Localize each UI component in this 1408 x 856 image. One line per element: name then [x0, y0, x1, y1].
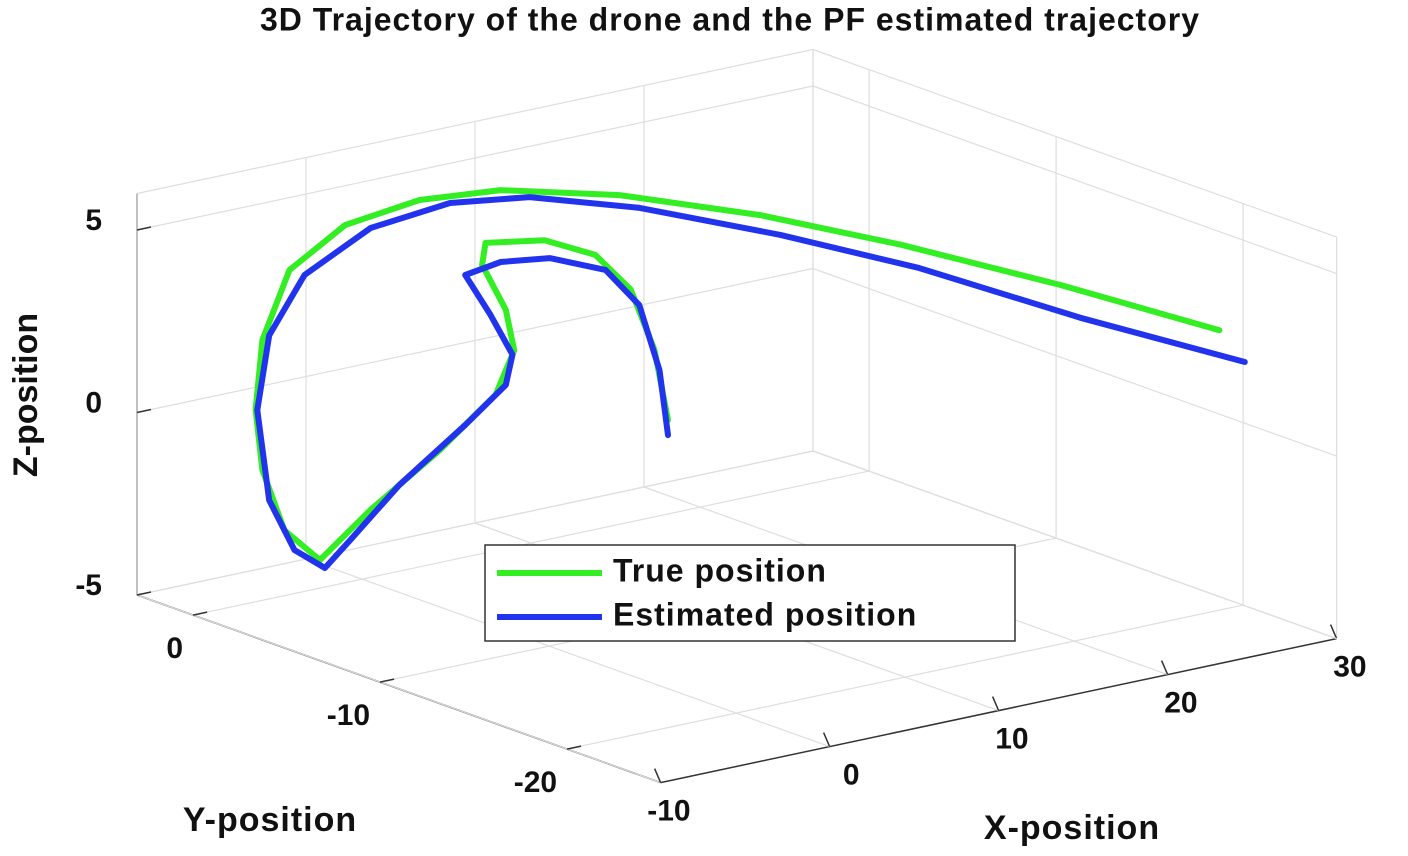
legend-label: Estimated position	[613, 596, 917, 632]
x-tick-label: 10	[995, 723, 1028, 756]
z-tick	[136, 591, 152, 596]
x-tick-label: 20	[1164, 687, 1197, 720]
legend: True position Estimated position	[484, 544, 1016, 642]
grid-line	[305, 558, 830, 748]
grid-line	[136, 450, 814, 596]
x-tick-label: 30	[1333, 651, 1366, 684]
x-tick	[822, 732, 831, 747]
x-tick	[991, 696, 1000, 711]
legend-box	[484, 544, 1016, 642]
legend-label: True position	[613, 552, 827, 588]
box-edge	[812, 48, 1337, 238]
y-tick	[379, 678, 395, 683]
grid-line	[812, 450, 1337, 640]
plot-lines	[252, 187, 1248, 571]
z-axis-label: Z-position	[7, 313, 45, 477]
grid-line	[192, 470, 870, 616]
y-tick-label: -20	[514, 766, 557, 799]
x-tick	[1160, 660, 1169, 675]
grid-line	[812, 85, 1337, 275]
grid-line	[812, 267, 1337, 457]
y-tick-label: 0	[166, 632, 183, 665]
grid-line	[136, 594, 661, 784]
y-tick	[192, 611, 208, 616]
z-tick	[136, 226, 152, 231]
grid	[136, 48, 1338, 784]
x-tick-label: -10	[647, 795, 690, 828]
x-tick-label: 0	[843, 759, 860, 792]
z-tick-label: -5	[75, 569, 102, 602]
x-tick	[653, 768, 662, 783]
chart-title: 3D Trajectory of the drone and the PF es…	[260, 1, 1200, 37]
y-tick	[566, 745, 582, 750]
y-axis-label: Y-position	[183, 801, 357, 839]
z-tick-label: 0	[85, 386, 102, 419]
trajectory-line	[254, 194, 1248, 571]
y-tick-label: -10	[327, 699, 370, 732]
grid-line	[136, 85, 814, 231]
grid-line	[566, 604, 1244, 750]
z-tick-label: 5	[85, 204, 102, 237]
grid-line	[136, 267, 814, 414]
z-tick	[136, 408, 152, 414]
x-tick	[1329, 624, 1338, 639]
x-axis-label: X-position	[984, 809, 1160, 847]
trajectory-line	[252, 187, 1223, 563]
